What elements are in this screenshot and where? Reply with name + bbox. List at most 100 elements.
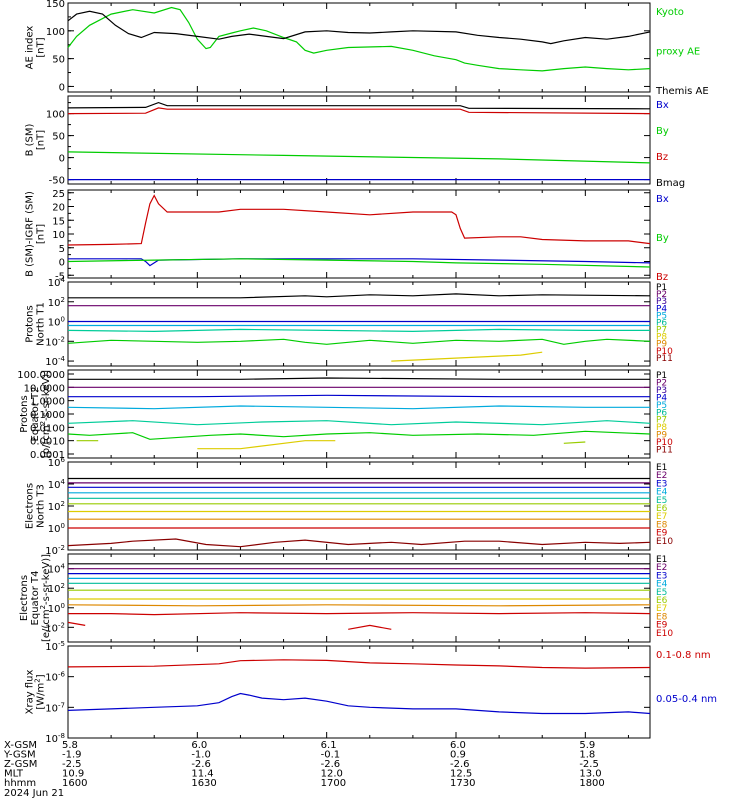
legend-entry: P3 [656,297,667,307]
y-axis-label: [nT] [36,37,47,57]
series-line [67,538,651,548]
legend-entry: E3 [656,571,667,581]
legend-entry: 0.05-0.4 nm [656,694,717,705]
legend-entry: P6 [656,318,667,328]
axis-value: 1700 [321,778,346,789]
y-tick-label: 25 [52,189,65,200]
y-tick-label: 150 [46,0,65,10]
legend-entry: P3 [656,386,667,396]
legend-entry: E7 [656,604,667,614]
series-line [67,258,651,268]
legend-entry: E5 [656,588,667,598]
y-tick-label: 0 [59,154,65,165]
series-line [67,10,651,45]
axis-row-label: Z-GSM [4,759,37,770]
axis-row-label: X-GSM [4,740,37,751]
legend-entry: P7 [656,326,667,336]
y-axis-label: North T3 [36,484,47,528]
y-tick-label: 10-7 [45,701,65,714]
legend-entry: P10 [656,438,673,448]
panel-frame [67,553,651,643]
series-line [68,394,650,398]
legend-entry: P5 [656,311,667,321]
y-tick-label: 0.0010 [30,437,65,448]
legend-entry: Bmag [656,178,685,189]
axis-value: 11.4 [191,769,213,780]
series-line [67,6,651,72]
axis-value: -0.1 [321,750,341,761]
legend-entry: E5 [656,496,667,506]
axis-value: 1.8 [579,750,595,761]
panel-frame [67,645,651,739]
legend-entry: E8 [656,612,668,622]
series-line [67,659,651,669]
axis-value: -2.5 [579,759,599,770]
legend-entry: By [656,126,669,137]
legend-entry: P8 [656,423,667,433]
y-tick-label: 100.0000 [17,370,65,381]
legend-entry: E4 [656,580,668,590]
series-line [68,377,650,380]
axis-value: 10.9 [62,769,84,780]
y-axis-label: Protons [19,395,30,432]
series-line [348,624,392,630]
y-axis-label: North T1 [36,302,47,346]
series-line [67,107,651,115]
legend-entry: 0.1-0.8 nm [656,650,711,661]
axis-value: -2.6 [321,759,341,770]
axis-row-label: MLT [4,769,24,780]
y-tick-label: 100 [46,27,65,38]
y-tick-label: 50 [52,55,65,66]
axis-value: 1730 [450,778,475,789]
y-tick-label: 10-4 [45,355,65,368]
panel-pn: 10-4 10-2 100 102 104 Protons North T1 P1P2P3P4… [25,276,674,368]
y-tick-label: 104 [48,478,66,491]
y-tick-label: -50 [49,176,65,187]
axis-value: 6.1 [321,740,337,751]
y-tick-label: -5 [55,271,65,282]
legend-entry: P11 [656,446,673,456]
legend-entry: E1 [656,463,667,473]
legend-entry: E3 [656,479,667,489]
series-line [67,101,651,110]
legend-entry: E6 [656,504,668,514]
y-axis-label: [nT] [36,130,47,150]
legend-entry: E6 [656,596,668,606]
y-tick-label: 0 [59,258,65,269]
legend-entry: P1 [656,283,667,293]
y-tick-label: 104 [48,276,66,289]
axis-value: 1600 [62,778,87,789]
series-line [67,338,651,345]
axis-row-label: Y-GSM [3,750,36,761]
legend-entry: proxy AE [656,47,700,58]
series-line [68,293,651,299]
legend-entry: P6 [656,408,667,418]
legend-entry: E8 [656,520,668,530]
series-line [67,328,650,333]
y-tick-label: 10-2 [45,335,65,348]
series-line [67,430,651,440]
legend-entry: Bz [656,272,668,283]
legend-entry: Themis AE [655,86,709,97]
y-tick-label: 15 [52,216,65,227]
legend-entry: E4 [656,488,668,498]
series-line [67,692,651,715]
legend-entry: P2 [656,378,667,388]
axis-row-label: hhmm [4,778,36,789]
axis-value: -2.6 [191,759,211,770]
panel-frame [67,281,651,367]
axis-value: 6.0 [450,740,466,751]
series-line [67,621,86,626]
panel-b: -50 0 50 100 B (SM) [nT] Bx By Bz Bmag [25,95,685,189]
axis-value: -1.0 [191,750,211,761]
y-tick-label: 102 [48,296,65,309]
legend-entry: P9 [656,340,667,350]
axis-value: 13.0 [579,769,601,780]
y-axis-label: Xray flux [25,670,36,715]
panel-dbb: -5 0 5 10 15 20 25 B (SM)-IGRF (SM) [nT] Bx By Bz [25,189,669,283]
panel-frame [67,369,651,459]
legend-entry: P4 [656,393,667,403]
y-axis-label: Electrons [25,483,36,529]
